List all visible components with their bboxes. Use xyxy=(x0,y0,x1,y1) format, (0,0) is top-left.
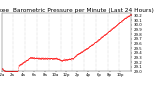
Title: Milwaukee  Barometric Pressure per Minute (Last 24 Hours): Milwaukee Barometric Pressure per Minute… xyxy=(0,8,154,13)
